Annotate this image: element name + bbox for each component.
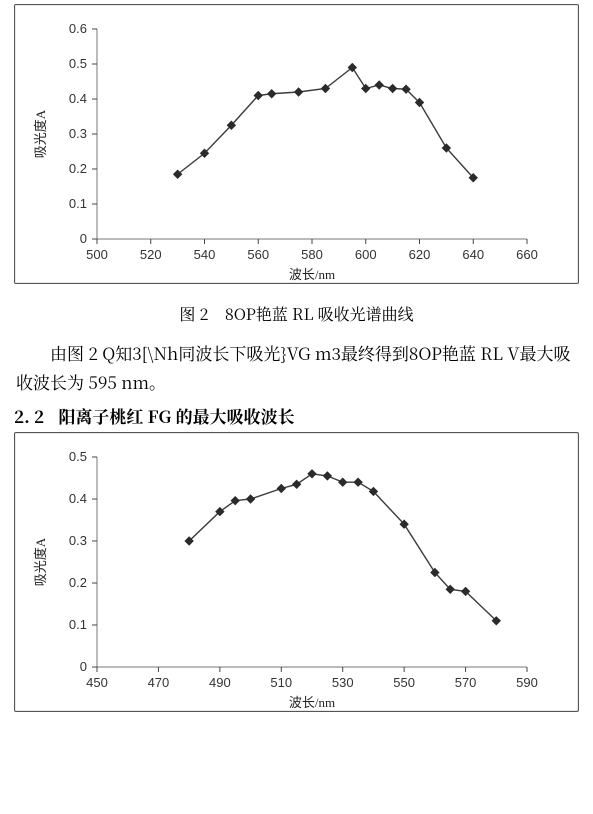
svg-text:0: 0: [80, 659, 87, 674]
svg-text:520: 520: [140, 247, 162, 262]
figure-1-caption-text: 8OP艳蓝 RL 吸收光谱曲线: [225, 302, 414, 325]
svg-text:0.3: 0.3: [69, 126, 87, 141]
svg-text:0.5: 0.5: [69, 449, 87, 464]
svg-text:530: 530: [332, 675, 354, 690]
svg-text:0.3: 0.3: [69, 533, 87, 548]
figure-1-chart: 0 0.1 0.2 0.3 0.4 0.5 0.6 500 520 540 560 580 600 620…: [19, 11, 559, 281]
svg-text:510: 510: [270, 675, 292, 690]
svg-text:波长/nm: 波长/nm: [289, 267, 335, 281]
svg-text:640: 640: [462, 247, 484, 262]
svg-text:570: 570: [455, 675, 477, 690]
svg-text:0.6: 0.6: [69, 21, 87, 36]
svg-text:540: 540: [194, 247, 216, 262]
svg-text:吸光度A: 吸光度A: [33, 109, 48, 158]
svg-text:0.1: 0.1: [69, 196, 87, 211]
svg-text:波长/nm: 波长/nm: [289, 695, 335, 709]
svg-text:560: 560: [247, 247, 269, 262]
figure-2-chart: 0 0.1 0.2 0.3 0.4 0.5 450 470 490 510 530 550 570 590…: [19, 439, 559, 709]
svg-text:550: 550: [393, 675, 415, 690]
section-heading-2-2: 2. 2 阳离子桃红 FG 的最大吸收波长: [14, 403, 579, 428]
svg-text:0.1: 0.1: [69, 617, 87, 632]
body-paragraph-1: 由图 2 Q知3[\Nh同波长下吸光}VG m3最终得到8OP艳蓝 RL V最大…: [16, 339, 577, 397]
figure-1-caption-num: 图 2: [179, 302, 208, 325]
figure-1-caption: 图 2 8OP艳蓝 RL 吸收光谱曲线: [14, 302, 579, 325]
svg-text:660: 660: [516, 247, 538, 262]
svg-text:590: 590: [516, 675, 538, 690]
svg-text:0.2: 0.2: [69, 161, 87, 176]
svg-text:470: 470: [148, 675, 170, 690]
svg-text:0: 0: [80, 231, 87, 246]
section-title: 阳离子桃红 FG 的最大吸收波长: [58, 403, 294, 428]
svg-text:500: 500: [86, 247, 108, 262]
svg-text:吸光度A: 吸光度A: [33, 537, 48, 586]
svg-text:580: 580: [301, 247, 323, 262]
section-number: 2. 2: [14, 403, 44, 428]
svg-text:450: 450: [86, 675, 108, 690]
svg-text:0.4: 0.4: [69, 91, 87, 106]
svg-text:0.5: 0.5: [69, 56, 87, 71]
svg-text:490: 490: [209, 675, 231, 690]
svg-text:0.4: 0.4: [69, 491, 87, 506]
svg-text:0.2: 0.2: [69, 575, 87, 590]
figure-1-frame: 0 0.1 0.2 0.3 0.4 0.5 0.6 500 520 540 560 580 600 620…: [14, 4, 579, 284]
figure-2-frame: 0 0.1 0.2 0.3 0.4 0.5 450 470 490 510 530 550 570 590…: [14, 432, 579, 712]
svg-text:600: 600: [355, 247, 377, 262]
svg-text:620: 620: [409, 247, 431, 262]
